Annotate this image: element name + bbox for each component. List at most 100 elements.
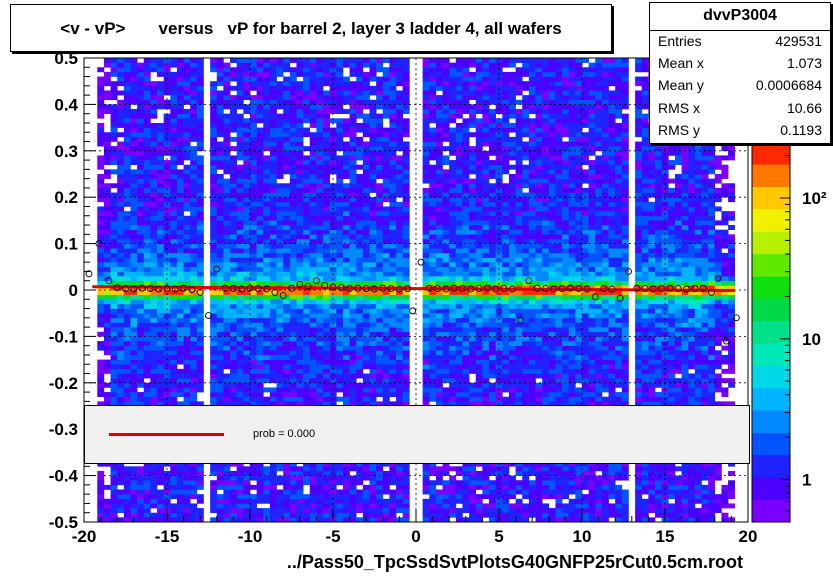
- heatmap-cell: [176, 382, 184, 388]
- heatmap-cell: [429, 183, 437, 189]
- heatmap-cell: [236, 308, 244, 314]
- heatmap-cell: [316, 136, 324, 142]
- heatmap-cell: [376, 183, 384, 189]
- heatmap-cell: [123, 373, 131, 379]
- heatmap-cell: [216, 498, 224, 504]
- heatmap-cell: [442, 220, 450, 226]
- heatmap-cell: [243, 368, 251, 374]
- heatmap-cell: [163, 178, 171, 184]
- heatmap-cell: [289, 85, 297, 91]
- heatmap-cell: [130, 382, 138, 388]
- heatmap-cell: [382, 215, 390, 221]
- heatmap-cell: [309, 62, 317, 68]
- heatmap-cell: [396, 382, 404, 388]
- heatmap-cell: [236, 118, 244, 124]
- heatmap-cell: [316, 164, 324, 170]
- heatmap-cell: [243, 503, 251, 509]
- heatmap-cell: [137, 503, 145, 509]
- heatmap-cell: [316, 364, 324, 370]
- heatmap-cell: [210, 150, 218, 156]
- heatmap-cell: [176, 183, 184, 189]
- heatmap-cell: [230, 262, 238, 268]
- heatmap-cell: [143, 146, 151, 152]
- heatmap-cell: [190, 392, 198, 398]
- heatmap-cell: [296, 160, 304, 166]
- heatmap-cell: [323, 136, 330, 142]
- heatmap-cell: [283, 387, 291, 393]
- heatmap-cell: [283, 136, 291, 142]
- heatmap-cell: [223, 76, 231, 82]
- heatmap-cell: [396, 206, 404, 212]
- heatmap-cell: [276, 95, 284, 101]
- heatmap-cell: [362, 378, 370, 384]
- heatmap-cell: [349, 378, 357, 384]
- heatmap-cell: [143, 122, 151, 128]
- heatmap-cell: [349, 215, 357, 221]
- heatmap-cell: [323, 257, 330, 263]
- heatmap-cell: [442, 262, 450, 268]
- heatmap-cell: [323, 215, 330, 221]
- heatmap-cell: [97, 122, 105, 128]
- heatmap-cell: [455, 99, 463, 105]
- heatmap-cell: [435, 225, 443, 230]
- heatmap-cell: [196, 201, 204, 207]
- heatmap-cell: [303, 276, 311, 282]
- heatmap-cell: [117, 248, 125, 254]
- heatmap-cell: [336, 229, 344, 235]
- heatmap-cell: [376, 331, 384, 337]
- heatmap-cell: [130, 475, 138, 481]
- heatmap-cell: [356, 155, 364, 161]
- heatmap-cell: [429, 359, 437, 365]
- heatmap-cell: [376, 480, 384, 486]
- heatmap-cell: [289, 461, 297, 467]
- heatmap-cell: [216, 290, 224, 295]
- heatmap-cell: [369, 62, 377, 68]
- heatmap-cell: [323, 313, 330, 319]
- heatmap-cell: [455, 364, 463, 370]
- heatmap-cell: [336, 206, 344, 212]
- heatmap-cell: [323, 187, 330, 193]
- heatmap-cell: [183, 136, 191, 142]
- heatmap-cell: [369, 183, 377, 189]
- heatmap-cell: [376, 238, 384, 244]
- heatmap-cell: [143, 229, 151, 235]
- heatmap-cell: [336, 382, 344, 388]
- heatmap-cell: [329, 378, 337, 384]
- heatmap-cell: [150, 387, 158, 393]
- heatmap-cell: [422, 359, 430, 365]
- heatmap-cell: [117, 169, 125, 175]
- heatmap-cell: [455, 62, 463, 68]
- heatmap-cell: [157, 503, 164, 509]
- heatmap-cell: [163, 354, 171, 360]
- heatmap-cell: [435, 160, 443, 166]
- heatmap-cell: [283, 169, 291, 175]
- heatmap-cell: [170, 58, 178, 63]
- heatmap-cell: [216, 113, 224, 119]
- heatmap-cell: [97, 183, 105, 189]
- heatmap-cell: [435, 71, 443, 77]
- heatmap-cell: [296, 271, 304, 277]
- heatmap-cell: [336, 146, 344, 152]
- heatmap-cell: [243, 341, 251, 346]
- heatmap-cell: [323, 122, 330, 128]
- heatmap-cell: [303, 364, 311, 370]
- heatmap-cell: [276, 308, 284, 314]
- heatmap-cell: [369, 160, 377, 166]
- heatmap-cell: [449, 178, 457, 184]
- heatmap-cell: [157, 350, 164, 356]
- heatmap-cell: [143, 475, 151, 481]
- heatmap-cell: [283, 470, 291, 476]
- heatmap-cell: [183, 141, 191, 147]
- heatmap-cell: [137, 197, 145, 203]
- heatmap-cell: [157, 197, 164, 203]
- heatmap-cell: [123, 512, 131, 518]
- heatmap-cell: [442, 201, 450, 207]
- heatmap-cell: [170, 327, 178, 333]
- heatmap-cell: [449, 187, 457, 193]
- heatmap-cell: [283, 475, 291, 481]
- heatmap-cell: [176, 494, 184, 500]
- heatmap-cell: [356, 290, 364, 295]
- heatmap-cell: [263, 364, 271, 370]
- heatmap-cell: [163, 169, 171, 175]
- heatmap-cell: [336, 201, 344, 207]
